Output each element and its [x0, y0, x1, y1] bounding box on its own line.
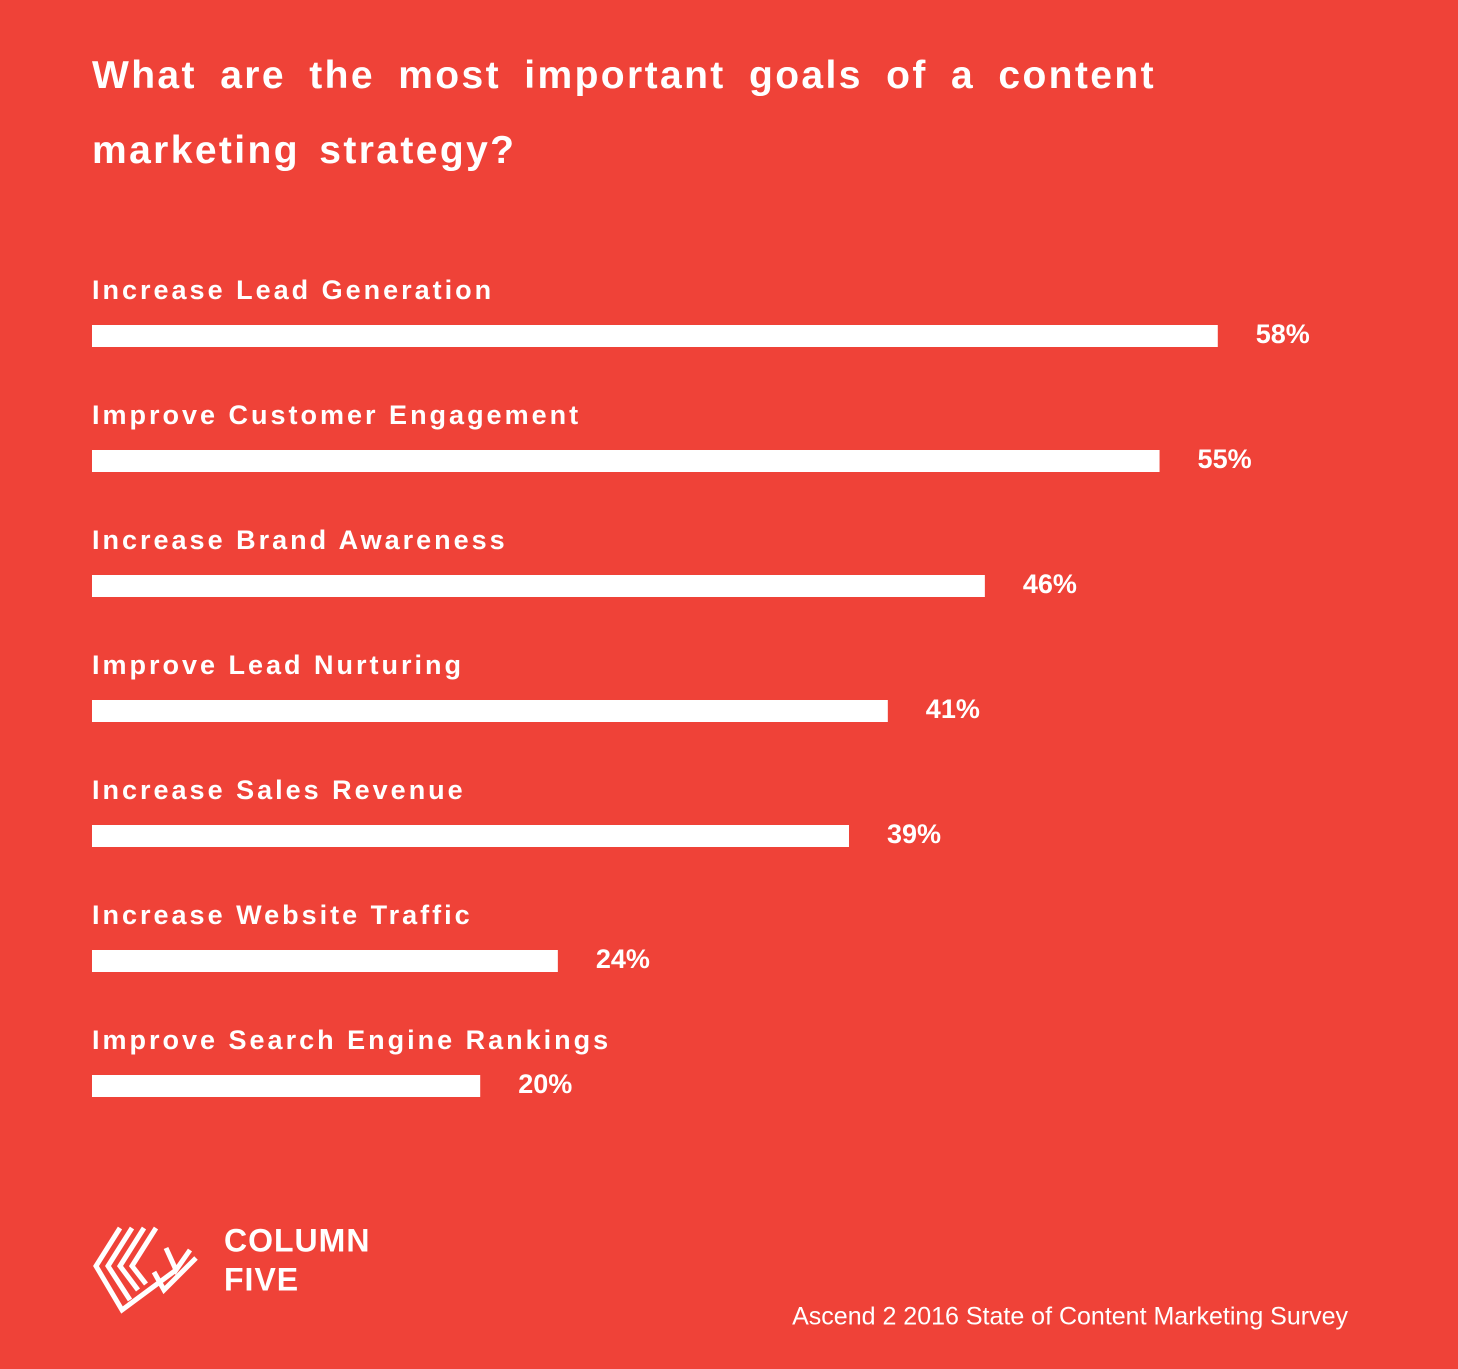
- bar: [92, 950, 558, 972]
- logo-mark: [93, 1226, 198, 1314]
- bar: [92, 700, 888, 722]
- category-label: Improve Customer Engagement: [92, 400, 581, 430]
- category-label: Improve Lead Nurturing: [92, 650, 464, 680]
- category-label: Increase Brand Awareness: [92, 525, 508, 555]
- value-label: 58%: [1256, 319, 1310, 349]
- bar: [92, 325, 1218, 347]
- category-label: Increase Website Traffic: [92, 900, 473, 930]
- bar: [92, 575, 985, 597]
- logo-text: COLUMN: [224, 1222, 370, 1258]
- chart-title: What are the most important goals of a c…: [92, 54, 1156, 172]
- value-label: 20%: [518, 1069, 572, 1099]
- bar: [92, 825, 849, 847]
- value-label: 41%: [926, 694, 980, 724]
- value-label: 46%: [1023, 569, 1077, 599]
- bar: [92, 450, 1160, 472]
- category-label: Improve Search Engine Rankings: [92, 1025, 611, 1055]
- value-label: 24%: [596, 944, 650, 974]
- value-label: 55%: [1198, 444, 1252, 474]
- value-label: 39%: [887, 819, 941, 849]
- bar: [92, 1075, 481, 1097]
- category-label: Increase Sales Revenue: [92, 775, 466, 805]
- category-label: Increase Lead Generation: [92, 275, 494, 305]
- source: Ascend 2 2016 State of Content Marketing…: [792, 1303, 1348, 1331]
- logo-text: FIVE: [224, 1261, 299, 1297]
